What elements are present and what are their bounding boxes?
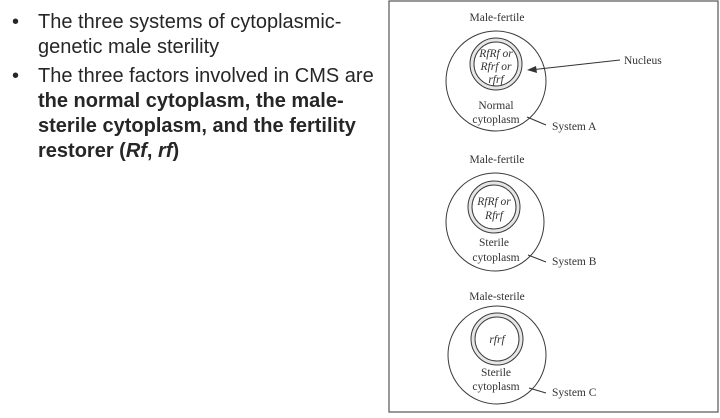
bullet-rf-recessive: rf xyxy=(158,140,172,162)
bullet-item-1: • The three systems of cytoplasmic-genet… xyxy=(8,10,378,60)
system-c-cytoplasm-2: cytoplasm xyxy=(472,381,519,393)
bullet-list: • The three systems of cytoplasmic-genet… xyxy=(8,10,378,164)
bullet-close-paren: ) xyxy=(173,140,180,162)
system-a-genotype-3: rfrf xyxy=(488,74,505,86)
nucleus-label: Nucleus xyxy=(624,55,662,67)
system-c-cytoplasm-1: Sterile xyxy=(481,367,511,379)
system-b-label: System B xyxy=(552,256,597,268)
system-b-genotype-1: RfRf or xyxy=(476,196,511,208)
system-a-phenotype: Male-fertile xyxy=(470,12,525,24)
system-a-genotype-2: Rfrf or xyxy=(480,61,513,73)
bullet-separator: , xyxy=(147,140,158,162)
bullet-dot: • xyxy=(12,10,19,35)
system-b-cytoplasm-2: cytoplasm xyxy=(472,252,519,264)
cms-systems-figure: Male-fertile RfRf or Rfrf or rfrf Normal… xyxy=(388,0,719,413)
bullet-text-2-prefix: The three factors involved in CMS are xyxy=(38,65,374,87)
system-c-genotype-1: rfrf xyxy=(489,334,506,346)
figure-frame xyxy=(389,1,718,412)
bullet-dot: • xyxy=(12,64,19,89)
bullet-text-1: The three systems of cytoplasmic-genetic… xyxy=(38,11,341,58)
system-c-label: System C xyxy=(552,387,597,399)
system-b-phenotype: Male-fertile xyxy=(470,154,525,166)
system-b-genotype-2: Rfrf xyxy=(484,210,505,222)
bullet-rf-dominant: Rf xyxy=(126,140,147,162)
system-a-cytoplasm-1: Normal xyxy=(478,100,513,112)
system-a-label: System A xyxy=(552,121,597,133)
system-c-phenotype: Male-sterile xyxy=(469,291,525,303)
system-a-cytoplasm-2: cytoplasm xyxy=(472,114,519,126)
system-a-genotype-1: RfRf or xyxy=(478,48,513,60)
cms-diagram-svg: Male-fertile RfRf or Rfrf or rfrf Normal… xyxy=(388,0,719,413)
bullet-text-2-bold: the normal cytoplasm, the male-sterile c… xyxy=(38,90,356,162)
bullet-item-2: • The three factors involved in CMS are … xyxy=(8,64,378,164)
system-b-cytoplasm-1: Sterile xyxy=(479,237,509,249)
